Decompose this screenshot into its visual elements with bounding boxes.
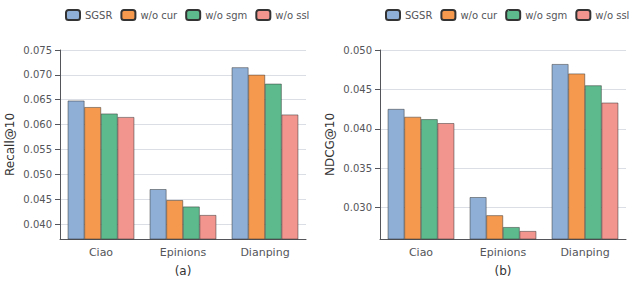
svg-text:0.040: 0.040 <box>343 123 372 134</box>
svg-text:0.045: 0.045 <box>23 194 52 205</box>
svg-text:Epinions: Epinions <box>160 246 207 259</box>
svg-text:Dianping: Dianping <box>560 246 609 259</box>
svg-text:w/o cur: w/o cur <box>460 10 498 21</box>
svg-text:Recall@10: Recall@10 <box>3 113 17 176</box>
svg-text:w/o cur: w/o cur <box>140 10 178 21</box>
svg-text:0.035: 0.035 <box>343 163 372 174</box>
svg-text:w/o sgm: w/o sgm <box>205 10 247 21</box>
svg-text:0.040: 0.040 <box>23 219 52 230</box>
svg-text:0.075: 0.075 <box>23 45 52 56</box>
svg-text:Ciao: Ciao <box>409 246 433 259</box>
svg-text:(b): (b) <box>495 264 512 278</box>
svg-text:0.050: 0.050 <box>343 45 372 56</box>
svg-text:0.050: 0.050 <box>23 169 52 180</box>
svg-text:NDCG@10: NDCG@10 <box>323 113 337 176</box>
svg-text:0.045: 0.045 <box>343 84 372 95</box>
svg-text:w/o sgm: w/o sgm <box>525 10 567 21</box>
svg-text:Epinions: Epinions <box>480 246 527 259</box>
svg-text:0.060: 0.060 <box>23 119 52 130</box>
svg-text:Ciao: Ciao <box>89 246 113 259</box>
svg-text:SGSR: SGSR <box>405 10 432 21</box>
svg-text:(a): (a) <box>175 264 192 278</box>
svg-text:SGSR: SGSR <box>85 10 112 21</box>
svg-text:0.030: 0.030 <box>343 202 372 213</box>
svg-text:w/o ssl: w/o ssl <box>275 10 309 21</box>
svg-text:0.065: 0.065 <box>23 94 52 105</box>
svg-text:Dianping: Dianping <box>240 246 289 259</box>
svg-text:w/o ssl: w/o ssl <box>595 10 629 21</box>
svg-text:0.055: 0.055 <box>23 144 52 155</box>
svg-text:0.070: 0.070 <box>23 69 52 80</box>
